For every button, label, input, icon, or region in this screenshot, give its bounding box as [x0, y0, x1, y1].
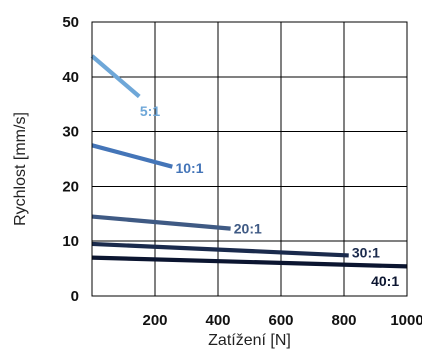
series-label-40-1: 40:1: [371, 273, 399, 289]
series-labels: 5:1 10:1 20:1 30:1 40:1: [140, 103, 399, 289]
series-group: [90, 54, 408, 269]
y-tick-label: 40: [62, 69, 79, 86]
y-tick-label: 20: [62, 178, 79, 195]
y-axis-ticks: 0 10 20 30 40 50: [62, 14, 79, 305]
series-line-40-1: [91, 255, 408, 269]
x-tick-label: 800: [331, 312, 356, 329]
series-line-5-1: [90, 54, 141, 99]
x-axis-ticks: 200 400 600 800 1000: [142, 312, 422, 329]
y-axis-label: Rychlost [mm/s]: [12, 112, 29, 226]
series-line-10-1: [91, 143, 173, 169]
y-tick-label: 10: [62, 233, 79, 250]
y-tick-label: 50: [62, 14, 79, 31]
x-tick-label: 200: [142, 312, 167, 329]
series-label-20-1: 20:1: [234, 221, 262, 237]
series-line-30-1: [91, 241, 349, 258]
series-label-10-1: 10:1: [175, 160, 203, 176]
x-tick-label: 1000: [390, 312, 422, 329]
series-label-5-1: 5:1: [140, 103, 160, 119]
series-label-30-1: 30:1: [352, 245, 380, 261]
plot-area: [91, 21, 408, 297]
x-tick-label: 600: [268, 312, 293, 329]
x-axis-label: Zatížení [N]: [208, 332, 291, 349]
series-line-20-1: [91, 214, 231, 231]
y-tick-label: 30: [62, 124, 79, 141]
y-tick-label: 0: [71, 288, 79, 305]
x-tick-label: 400: [205, 312, 230, 329]
